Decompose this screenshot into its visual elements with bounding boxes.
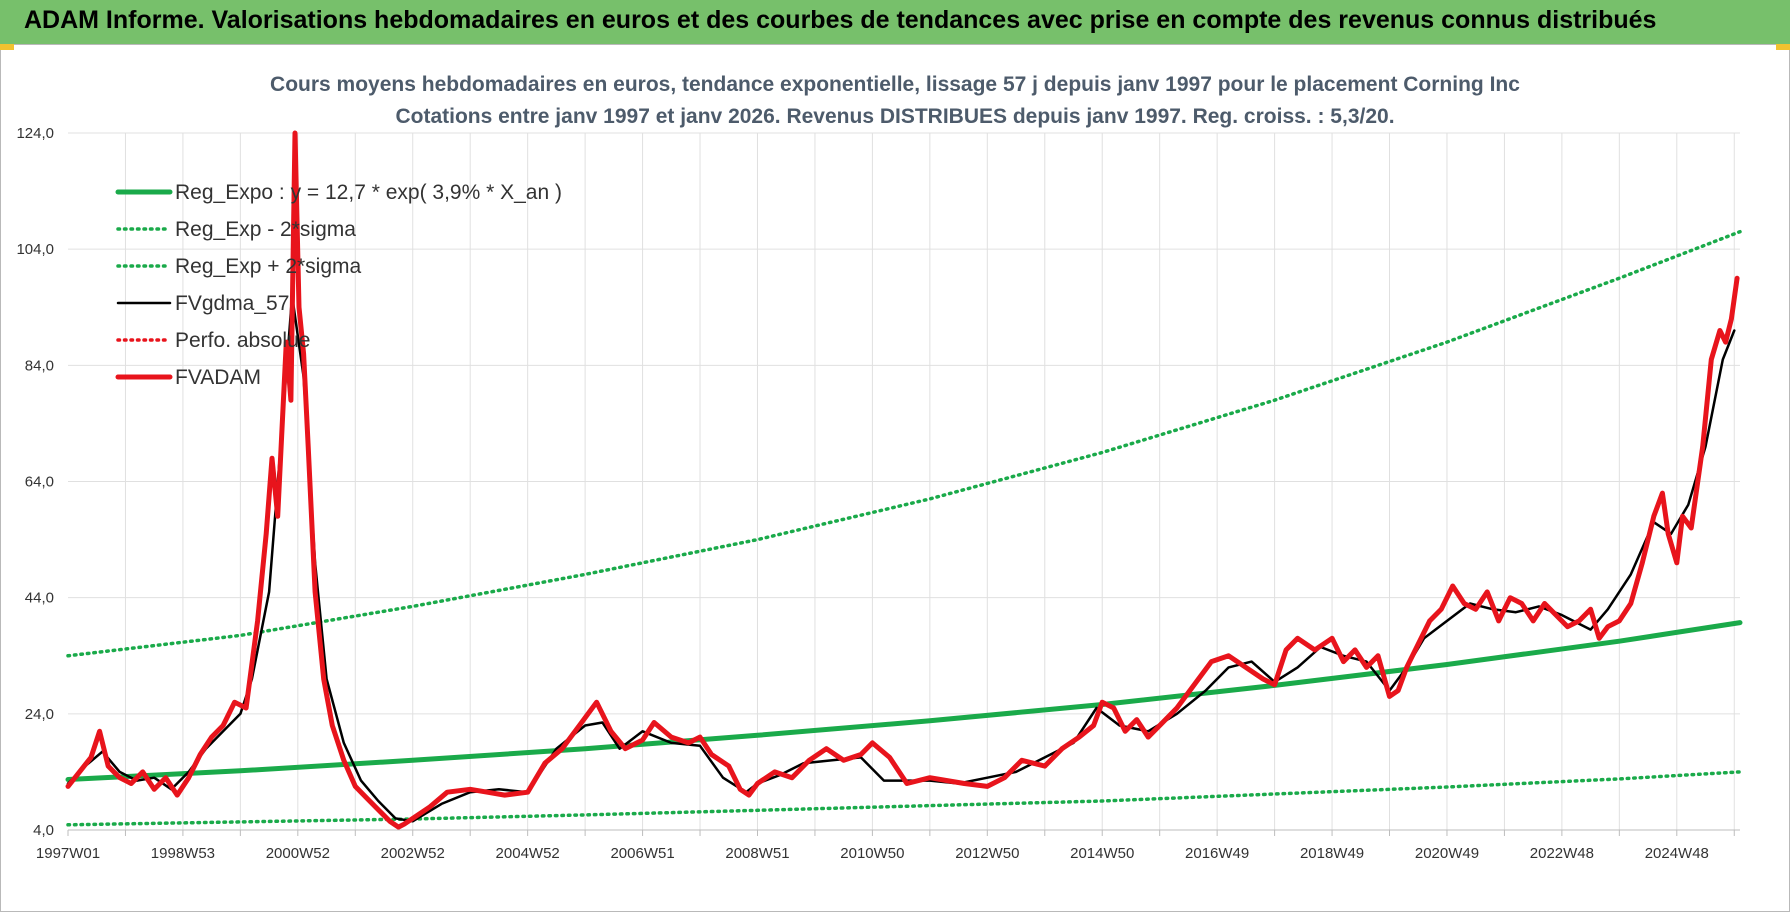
x-tick-label: 2002W52 xyxy=(381,845,445,862)
legend-label: Reg_Expo : y = 12,7 * exp( 3,9% * X_an ) xyxy=(175,181,562,204)
x-tick-label: 2014W50 xyxy=(1070,845,1134,862)
report-banner-title: ADAM Informe. Valorisations hebdomadaire… xyxy=(24,6,1657,34)
x-tick-label: 2020W49 xyxy=(1415,845,1479,862)
chart-subtitle: Cotations entre janv 1997 et janv 2026. … xyxy=(395,105,1395,128)
x-tick-label: 2008W51 xyxy=(725,845,789,862)
x-tick-label: 1998W53 xyxy=(151,845,215,862)
series-line-reg-exp-2-sigma xyxy=(66,770,1742,827)
legend-label: Reg_Exp + 2*sigma xyxy=(175,255,362,278)
legend-label: Perfo. absolue xyxy=(175,329,310,352)
legend-label: Reg_Exp - 2*sigma xyxy=(175,218,356,241)
y-tick-label: 104,0 xyxy=(16,241,54,258)
x-tick-label: 2010W50 xyxy=(840,845,904,862)
chart-title: Cours moyens hebdomadaires en euros, ten… xyxy=(270,73,1520,96)
series-line-reg-expo-y-12-7-exp-3-9-x-an xyxy=(65,620,1743,782)
x-tick-label: 2004W52 xyxy=(496,845,560,862)
x-tick-label: 2018W49 xyxy=(1300,845,1364,862)
legend-label: FVADAM xyxy=(175,366,261,389)
y-tick-label: 24,0 xyxy=(25,706,54,723)
y-tick-label: 4,0 xyxy=(33,822,54,839)
report-banner: ADAM Informe. Valorisations hebdomadaire… xyxy=(0,0,1790,45)
x-tick-label: 2016W49 xyxy=(1185,845,1249,862)
x-tick-label: 2000W52 xyxy=(266,845,330,862)
x-tick-label: 2022W48 xyxy=(1530,845,1594,862)
series-line-fvadam xyxy=(65,130,1740,830)
series-line-fvgdma-57 xyxy=(66,294,1736,823)
frame-corner-marker xyxy=(0,44,14,50)
x-tick-label: 1997W01 xyxy=(36,845,100,862)
legend-label: FVgdma_57 xyxy=(175,292,289,315)
y-tick-label: 124,0 xyxy=(16,125,54,142)
x-tick-label: 2006W51 xyxy=(610,845,674,862)
y-tick-label: 64,0 xyxy=(25,474,54,491)
x-tick-label: 2012W50 xyxy=(955,845,1019,862)
frame-corner-marker xyxy=(1776,44,1790,50)
y-tick-label: 44,0 xyxy=(25,590,54,607)
y-tick-label: 84,0 xyxy=(25,357,54,374)
series-line-reg-exp-2-sigma xyxy=(66,229,1742,658)
x-tick-label: 2024W48 xyxy=(1645,845,1709,862)
